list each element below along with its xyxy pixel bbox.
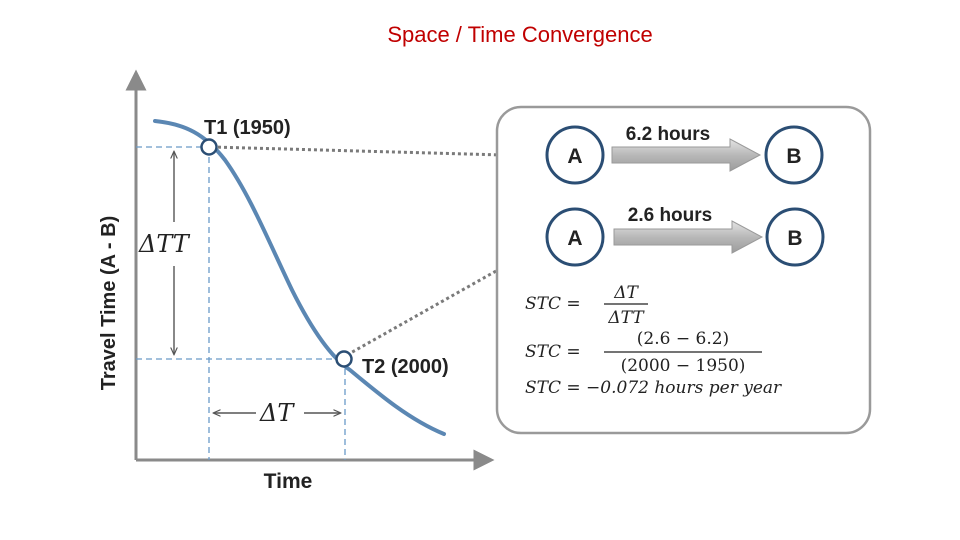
trip2-node-a [545, 207, 605, 267]
trip2-node-b-label: B [787, 227, 802, 250]
t2-label: T2 (2000) [362, 356, 449, 378]
travel-time-curve [153, 119, 446, 436]
comparison-panel [495, 105, 872, 435]
formula-line3: STC = −0.072 hours per year [525, 378, 782, 398]
trip1-node-b-label: B [786, 145, 801, 168]
formula-line2-numerator: (2.6 − 6.2) [637, 329, 729, 349]
trip1-duration: 6.2 hours [626, 124, 710, 145]
trip2-node-a-label: A [567, 227, 582, 250]
trip1-node-a [545, 125, 605, 185]
trip1-node-a-label: A [567, 145, 582, 168]
formula-line2-denominator: (2000 − 1950) [621, 356, 746, 376]
t1-label: T1 (1950) [204, 117, 291, 139]
trip1-arrow [611, 138, 762, 172]
trip1-node-b [764, 125, 824, 185]
formula-line1-numerator: ΔT [613, 283, 639, 303]
y-axis-label: Travel Time (A - B) [98, 216, 120, 391]
trip2-node-b [765, 207, 825, 267]
x-axis-label: Time [264, 470, 313, 493]
t2-point [335, 350, 353, 368]
formula-line2-lhs: STC = [525, 342, 581, 362]
formula-line1-denominator: ΔTT [607, 308, 645, 328]
delta-tt-label: ΔTT [138, 230, 191, 258]
delta-t-label: ΔT [259, 399, 295, 427]
trip2-duration: 2.6 hours [628, 205, 712, 226]
formula-line1-lhs: STC = [525, 294, 581, 314]
t1-connector [211, 145, 541, 158]
t1-point [200, 138, 218, 156]
trip2-arrow [613, 220, 764, 254]
page-title: Space / Time Convergence [387, 22, 653, 47]
